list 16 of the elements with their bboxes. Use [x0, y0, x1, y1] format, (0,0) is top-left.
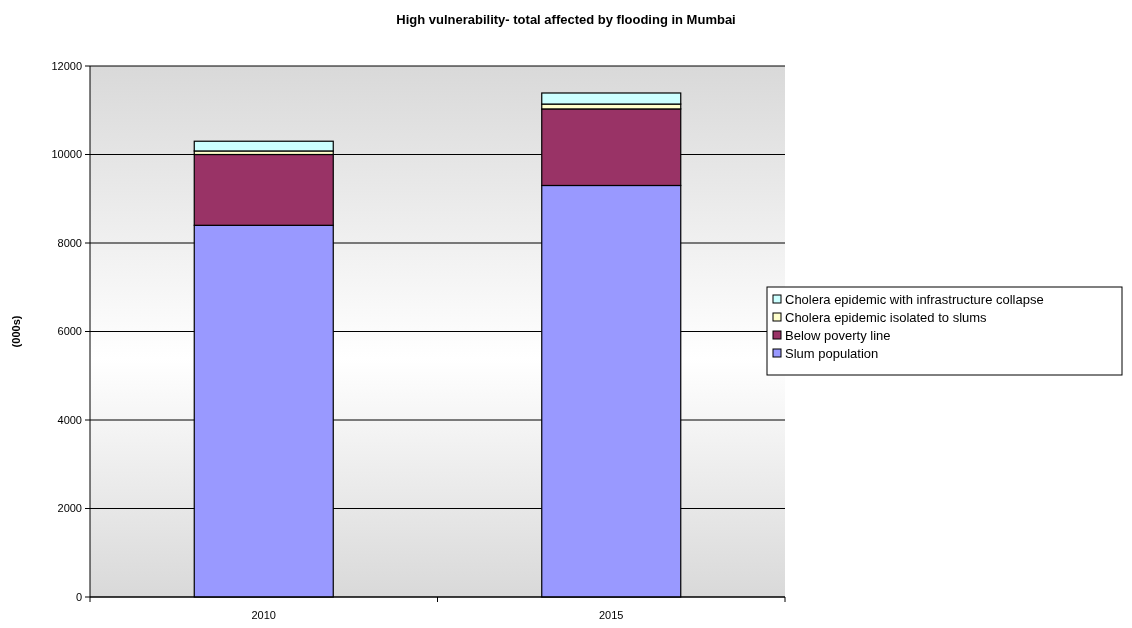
- y-tick-label: 2000: [57, 502, 82, 515]
- legend-label: Cholera epidemic isolated to slums: [785, 309, 988, 325]
- x-tick-label: 2015: [599, 609, 624, 621]
- legend-label: Slum population: [785, 345, 879, 361]
- y-tick-label: 4000: [57, 413, 82, 426]
- y-tick-label: 12000: [51, 59, 82, 72]
- y-tick-label: 10000: [51, 148, 82, 161]
- y-tick-label: 0: [75, 590, 82, 603]
- y-tick-label: 8000: [57, 236, 82, 249]
- x-tick-label: 2010: [251, 609, 276, 621]
- y-tick-label: 6000: [57, 325, 82, 338]
- legend-label: Below poverty line: [785, 327, 891, 343]
- bar: [193, 140, 334, 152]
- legend-label: Cholera epidemic with infrastructure collapse: [785, 291, 1044, 307]
- y-axis-title: (000s): [10, 315, 22, 348]
- chart-title: High vulnerability- total affected by flooding in Mumbai: [396, 12, 736, 27]
